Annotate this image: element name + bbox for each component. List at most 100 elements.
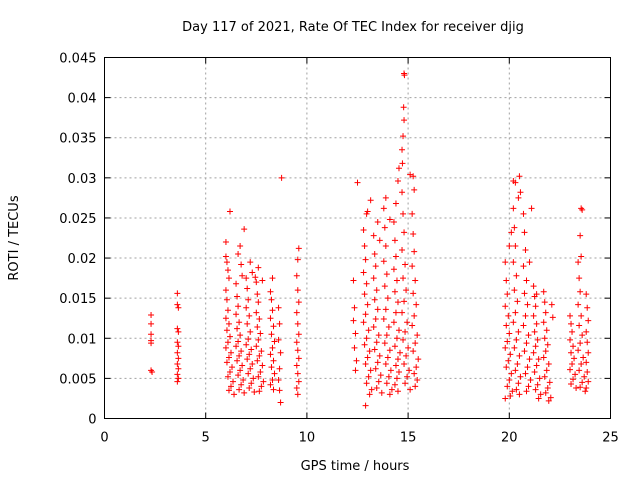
data-point: [512, 243, 519, 250]
data-point: [367, 367, 374, 374]
data-point: [401, 360, 408, 367]
data-point: [235, 338, 242, 345]
data-point: [175, 343, 182, 350]
data-point: [223, 296, 230, 303]
data-point: [390, 266, 397, 273]
data-point: [257, 368, 264, 375]
data-point: [535, 395, 542, 402]
data-point: [383, 271, 390, 278]
data-point: [250, 375, 257, 382]
data-point: [294, 391, 301, 398]
data-point: [510, 205, 517, 212]
data-point: [234, 293, 241, 300]
data-point: [403, 287, 410, 294]
data-point: [295, 299, 302, 306]
data-point: [510, 259, 517, 266]
data-point: [148, 320, 155, 327]
data-point: [412, 277, 419, 284]
data-point: [223, 359, 230, 366]
data-point: [270, 357, 277, 364]
data-point: [384, 295, 391, 302]
data-point: [404, 319, 411, 326]
data-point: [275, 304, 282, 311]
data-point: [277, 349, 284, 356]
data-point: [391, 288, 398, 295]
data-point: [258, 348, 265, 355]
data-point: [253, 279, 260, 286]
data-point: [174, 378, 181, 385]
data-point: [412, 383, 419, 390]
data-point: [148, 331, 155, 338]
data-point: [271, 338, 278, 345]
data-point: [362, 402, 369, 409]
data-point: [386, 216, 393, 223]
data-point: [521, 229, 528, 236]
data-point: [530, 312, 537, 319]
data-point: [405, 344, 412, 351]
data-point: [395, 327, 402, 334]
data-point: [224, 339, 231, 346]
data-point: [506, 330, 513, 337]
data-point: [234, 325, 241, 332]
data-point: [248, 346, 255, 353]
data-point: [174, 339, 181, 346]
data-point: [256, 316, 263, 323]
data-point: [415, 356, 422, 363]
data-point: [362, 360, 369, 367]
data-point: [381, 283, 388, 290]
data-point: [534, 381, 541, 388]
data-point: [375, 332, 382, 339]
data-point: [148, 312, 155, 319]
data-point: [568, 320, 575, 327]
data-point: [275, 336, 282, 343]
data-point: [267, 351, 274, 358]
data-point: [583, 359, 590, 366]
data-point: [374, 306, 381, 313]
data-point: [251, 389, 258, 396]
data-point: [542, 348, 549, 355]
data-point: [572, 371, 579, 378]
data-point: [581, 373, 588, 380]
data-point: [394, 388, 401, 395]
data-point: [579, 332, 586, 339]
data-point: [404, 373, 411, 380]
x-tick-label: 15: [400, 431, 417, 446]
data-point: [249, 360, 256, 367]
data-point: [511, 344, 518, 351]
data-point: [294, 370, 301, 377]
data-point: [400, 275, 407, 282]
data-point: [366, 348, 373, 355]
data-point: [576, 367, 583, 374]
data-point: [243, 304, 250, 311]
data-point: [541, 373, 548, 380]
data-point: [252, 274, 259, 281]
data-point: [506, 243, 513, 250]
data-point: [523, 340, 530, 347]
data-point: [584, 339, 591, 346]
data-point: [370, 232, 377, 239]
data-point: [533, 320, 540, 327]
data-point: [390, 319, 397, 326]
data-point: [400, 104, 407, 111]
data-point: [532, 343, 539, 350]
data-point: [375, 378, 382, 385]
data-point: [235, 303, 242, 310]
data-point: [533, 362, 540, 369]
data-point: [372, 316, 379, 323]
data-point: [514, 298, 521, 305]
data-point: [582, 388, 589, 395]
data-point: [225, 354, 232, 361]
data-point: [226, 368, 233, 375]
data-point: [401, 72, 408, 79]
data-point: [413, 364, 420, 371]
data-point: [567, 312, 574, 319]
data-point: [230, 378, 237, 385]
data-point: [401, 229, 408, 236]
data-point: [225, 275, 232, 282]
data-points: [148, 70, 592, 409]
data-point: [527, 376, 534, 383]
data-point: [571, 355, 578, 362]
data-point: [515, 380, 522, 387]
data-point: [513, 386, 520, 393]
data-point: [382, 194, 389, 201]
